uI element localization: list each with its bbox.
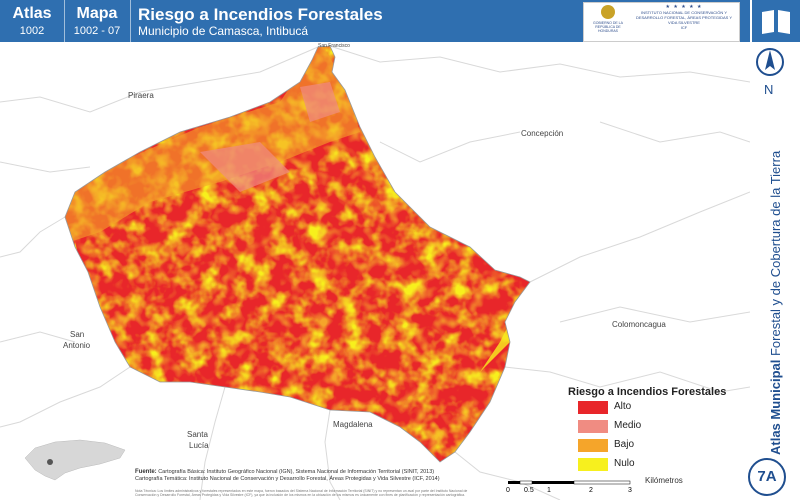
- map-subtitle: Municipio de Camasca, Intibucá: [138, 24, 309, 38]
- institution-logos: GOBIERNO DE LA REPÚBLICA DE HONDURAS ★ ★…: [583, 2, 740, 42]
- government-logo-text: GOBIERNO DE LA REPÚBLICA DE HONDURAS: [593, 21, 623, 33]
- source-line2: Cartografía Temática: Instituto Nacional…: [135, 476, 440, 482]
- north-label: N: [764, 82, 774, 97]
- vertical-title-rest: Forestal y de Cobertura de la Tierra: [768, 150, 783, 360]
- legend-label: Nulo: [614, 458, 635, 469]
- scale-tick: 3: [628, 487, 632, 494]
- place-santa-lucia-line2: Lucía: [189, 441, 209, 450]
- north-arrow-icon: [755, 45, 785, 100]
- legend-swatch: [578, 401, 608, 414]
- map-title: Riesgo a Incendios Forestales: [138, 5, 383, 24]
- map-number: 1002 - 07: [73, 25, 121, 37]
- legend: Riesgo a Incendios Forestales Alto Medio…: [568, 386, 748, 474]
- municipality-outline: [64, 45, 531, 463]
- place-concepcion: Concepción: [521, 129, 564, 138]
- location-marker-icon: [47, 459, 53, 465]
- map-cell: Mapa 1002 - 07: [64, 0, 131, 42]
- scale-unit: Kilómetros: [645, 476, 683, 485]
- vertical-title: Atlas Municipal Forestal y de Cobertura …: [768, 151, 783, 455]
- place-magdalena: Magdalena: [333, 420, 373, 429]
- coat-of-arms-icon: [601, 5, 615, 19]
- scale-tick: 0: [506, 487, 510, 494]
- legend-label: Bajo: [614, 439, 635, 450]
- scale-bar: Kilómetros 0 0.5 1 2 3: [505, 476, 683, 498]
- legend-item-nulo: Nulo: [568, 456, 748, 474]
- icf-logo: ★ ★ ★ ★ ★ INSTITUTO NACIONAL DE CONSERVA…: [634, 5, 734, 39]
- legend-item-medio: Medio: [568, 418, 748, 436]
- atlas-number: 1002: [19, 25, 45, 37]
- map-label: Mapa: [76, 5, 118, 22]
- legend-item-bajo: Bajo: [568, 437, 748, 455]
- technical-note: Nota Técnica: Los límites administrativo…: [135, 489, 468, 497]
- scale-tick: 1: [547, 487, 551, 494]
- government-logo: GOBIERNO DE LA REPÚBLICA DE HONDURAS: [588, 5, 628, 39]
- legend-title: Riesgo a Incendios Forestales: [568, 386, 727, 398]
- legend-label: Alto: [614, 401, 632, 412]
- legend-swatch: [578, 458, 608, 471]
- vertical-title-bold: Atlas Municipal: [768, 359, 783, 455]
- map-canvas: [0, 45, 750, 500]
- icf-logo-text: INSTITUTO NACIONAL DE CONSERVACIÓN Y DES…: [635, 10, 733, 25]
- place-san-francisco: San Francisco: [318, 43, 350, 49]
- place-san-antonio-line1: San: [70, 330, 85, 339]
- scale-tick: 2: [589, 487, 593, 494]
- atlas-label: Atlas: [12, 5, 52, 22]
- place-san-antonio-line2: Antonio: [63, 341, 91, 350]
- legend-swatch: [578, 439, 608, 452]
- legend-swatch: [578, 420, 608, 433]
- legend-label: Medio: [614, 420, 642, 431]
- place-piraera: Piraera: [128, 91, 154, 100]
- source-block: Fuente: Cartografía Básica: Instituto Ge…: [135, 469, 480, 483]
- header-bar: Atlas 1002 Mapa 1002 - 07 Riesgo a Incen…: [0, 0, 750, 42]
- map-badge: 7A: [748, 458, 786, 496]
- atlas-cell: Atlas 1002: [0, 0, 65, 42]
- source-line1: Cartografía Básica: Instituto Geográfico…: [158, 469, 435, 475]
- icf-abbr: ICF: [680, 25, 688, 30]
- scale-tick: 0.5: [524, 487, 534, 494]
- book-icon: [752, 0, 800, 42]
- place-santa-lucia-line1: Santa: [187, 430, 208, 439]
- legend-item-alto: Alto: [568, 399, 748, 417]
- stars-icon: ★ ★ ★ ★ ★: [665, 4, 703, 10]
- place-colomoncagua: Colomoncagua: [612, 320, 666, 329]
- source-label: Fuente:: [135, 469, 157, 475]
- honduras-locator-map: [20, 428, 130, 488]
